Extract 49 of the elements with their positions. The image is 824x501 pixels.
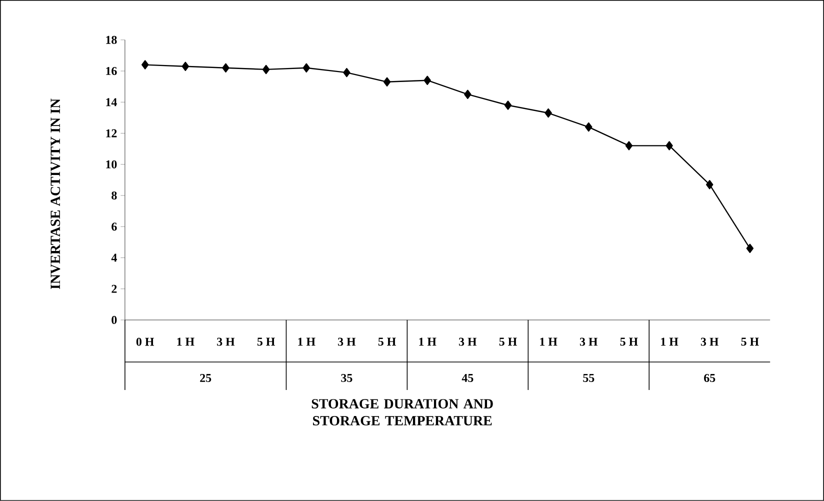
point <box>746 244 754 254</box>
text: 35 <box>341 374 352 382</box>
point <box>222 63 230 73</box>
x-tick-label: 1 H <box>540 338 558 346</box>
x-tick-label: 3 H <box>700 338 719 346</box>
y-tick-label: 10 <box>106 160 117 168</box>
point <box>302 63 310 73</box>
point <box>464 90 472 99</box>
x-tick-label: 5 H <box>741 338 759 346</box>
text: 65 <box>704 374 716 382</box>
x-tick-label: 3 H <box>580 338 598 346</box>
x-tick-label: 1 H <box>177 338 194 346</box>
y-tick-label: 18 <box>106 36 117 44</box>
x-tick-label: 5 H <box>620 338 638 346</box>
point <box>585 122 592 132</box>
y-tick-label: 12 <box>106 129 117 138</box>
y-tick-label: 0 <box>112 316 117 324</box>
x-axis-title: STORAGE DURATION AND STORAGE TEMPERATURE <box>312 399 493 426</box>
text: 55 <box>583 374 594 382</box>
x-tick-label: 5 H <box>378 338 396 346</box>
x-tick-label: 1 H <box>298 338 316 346</box>
y-tick-label: 16 <box>106 67 117 76</box>
y-tick-label: 14 <box>106 98 117 106</box>
point <box>544 108 552 118</box>
x-tick-label: 1 H <box>661 338 678 346</box>
text: 25 <box>200 374 212 382</box>
point <box>142 60 149 70</box>
x-tick-label: 3 H <box>217 338 235 346</box>
x-tick-label: 5 H <box>257 338 275 346</box>
x-tick-label: 3 H <box>338 338 356 346</box>
x-tick-label: 5 H <box>499 338 517 346</box>
x-tick-label: 3 H <box>458 338 477 346</box>
x-tick-label: 1 H <box>419 338 436 346</box>
y-axis-title: INVERTASE ACTIVITY IN IN <box>50 98 60 290</box>
point <box>424 76 431 85</box>
point <box>666 141 673 150</box>
y-tick-label: 2 <box>112 284 117 293</box>
point <box>182 62 190 71</box>
y-tick-label: 4 <box>111 254 117 262</box>
point <box>262 64 270 74</box>
y-tick-label: 6 <box>112 222 117 231</box>
point <box>706 180 714 190</box>
x-tick-label: 0 H <box>136 338 154 346</box>
point <box>504 100 512 110</box>
text: 45 <box>462 374 474 382</box>
point <box>343 68 350 78</box>
point <box>625 141 633 150</box>
y-tick-label: 8 <box>112 192 117 200</box>
point <box>383 77 391 87</box>
